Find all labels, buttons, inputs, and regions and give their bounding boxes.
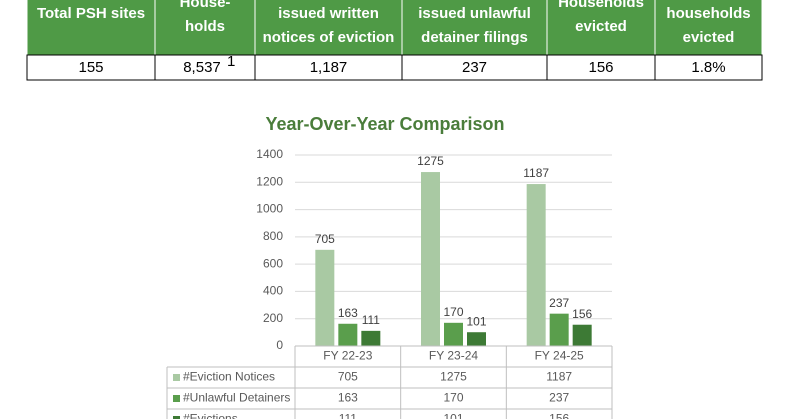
bar <box>572 324 592 346</box>
header-text: holds <box>185 18 225 35</box>
value-label: 705 <box>315 232 335 246</box>
body-cell <box>654 54 763 81</box>
header-cell <box>654 0 763 56</box>
legend-label: #Unlawful Detainers <box>183 391 290 405</box>
value-label: 1187 <box>523 166 549 180</box>
legend-key <box>173 416 180 419</box>
value-label: 101 <box>466 314 486 328</box>
header-cell <box>401 0 548 56</box>
legend-key <box>173 395 180 402</box>
header-cell <box>546 0 656 56</box>
bar <box>467 332 486 346</box>
header-cell <box>254 0 403 56</box>
body-cell <box>254 54 403 81</box>
header-text: evicted <box>683 29 735 46</box>
cell-text: 1.8% <box>691 59 725 76</box>
legend-key <box>173 374 180 381</box>
header-text: House- <box>180 0 231 11</box>
table-value: 1275 <box>440 370 467 384</box>
header-cell <box>26 0 156 56</box>
header-text: issued written <box>278 5 379 22</box>
value-label: 111 <box>362 313 381 327</box>
table-value: 170 <box>443 391 463 405</box>
body-cell <box>401 54 548 81</box>
table-value: 163 <box>338 391 358 405</box>
y-tick-label: 1200 <box>256 174 283 188</box>
table-value: 1187 <box>546 370 572 384</box>
table-value: 111 <box>339 412 358 419</box>
bar <box>444 322 463 346</box>
footnote-mark: 1 <box>227 53 235 70</box>
value-label: 163 <box>338 306 358 320</box>
value-label: 156 <box>572 307 592 321</box>
cell-text: 156 <box>588 59 613 76</box>
y-tick-label: 200 <box>263 311 283 325</box>
header-text: notices of eviction <box>263 29 395 46</box>
legend-label: #Eviction Notices <box>183 370 275 384</box>
bar <box>549 313 569 346</box>
body-cell <box>26 54 156 81</box>
x-tick-label: FY 24-25 <box>535 349 584 363</box>
y-tick-label: 600 <box>263 256 283 270</box>
legend-label: #Evictions <box>183 412 238 419</box>
header-text: evicted <box>575 18 627 35</box>
body-cell <box>154 54 256 81</box>
bar <box>315 249 335 346</box>
y-tick-label: 1000 <box>256 202 283 216</box>
y-tick-label: 1400 <box>256 147 283 161</box>
table-value: 156 <box>549 412 569 419</box>
y-tick-label: 400 <box>263 284 283 298</box>
bar <box>421 172 440 346</box>
cell-text: 155 <box>78 59 103 76</box>
header-cell <box>154 0 256 56</box>
header-text: Households <box>558 0 644 11</box>
y-tick-label: 0 <box>276 338 283 352</box>
x-tick-label: FY 23-24 <box>429 349 478 363</box>
bar <box>338 323 358 346</box>
header-text: issued unlawful <box>418 5 531 22</box>
cell-text: 237 <box>462 59 487 76</box>
header-text: households <box>666 5 750 22</box>
table-value: 705 <box>338 370 358 384</box>
y-tick-label: 800 <box>263 229 283 243</box>
cell-text: 1,187 <box>310 59 348 76</box>
bar <box>361 330 381 346</box>
chart-title: Year-Over-Year Comparison <box>265 114 504 134</box>
table-value: 101 <box>443 412 463 419</box>
header-text: detainer filings <box>421 29 528 46</box>
table-value: 237 <box>549 391 569 405</box>
value-label: 1275 <box>417 154 444 168</box>
header-text: Total PSH sites <box>37 5 145 22</box>
value-label: 237 <box>549 296 569 310</box>
value-label: 170 <box>443 305 463 319</box>
x-tick-label: FY 22-23 <box>323 349 372 363</box>
cell-text: 8,537 <box>183 59 221 76</box>
bar <box>526 184 546 346</box>
